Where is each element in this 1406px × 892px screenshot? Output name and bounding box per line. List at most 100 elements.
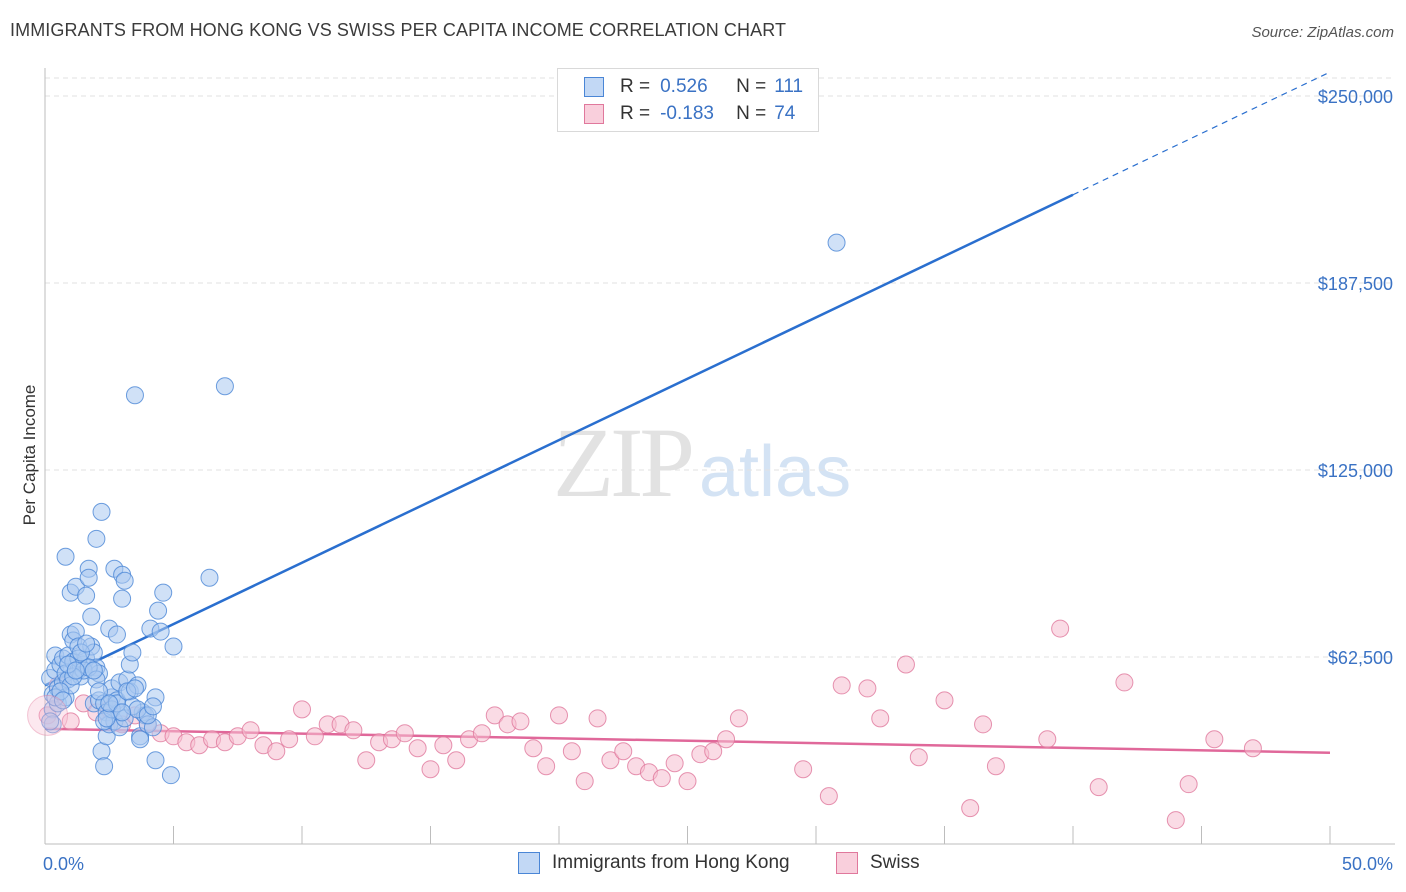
hong-kong-point (77, 634, 96, 653)
hong-kong-point (87, 529, 106, 548)
swiss-point (305, 727, 324, 746)
x-tick-label-max: 50.0% (1342, 854, 1393, 874)
legend-row-hong-kong: R = 0.526 N = 111 (584, 75, 803, 99)
swiss-point (909, 748, 928, 767)
swiss-point (1089, 778, 1108, 797)
blue-swatch-icon (518, 852, 540, 874)
swiss-point (871, 709, 890, 728)
swiss-point (678, 772, 697, 791)
hong-kong-point (100, 694, 119, 713)
legend-r-label: R = (620, 76, 651, 97)
swiss-point (819, 787, 838, 806)
legend-n-label: N = (736, 103, 767, 124)
hong-kong-point (113, 589, 132, 608)
hong-kong-point (827, 233, 846, 252)
swiss-point (1038, 730, 1057, 749)
hong-kong-point (84, 661, 103, 680)
swiss-point (588, 709, 607, 728)
swiss-point (511, 712, 530, 731)
pink-swatch-icon (836, 852, 858, 874)
swiss-point (986, 757, 1005, 776)
bottom-legend-label: Swiss (870, 852, 920, 873)
hong-kong-point (200, 568, 219, 587)
correlation-legend: R = 0.526 N = 111 R = -0.183 N = 74 (557, 68, 819, 132)
swiss-point (665, 754, 684, 773)
swiss-point (704, 742, 723, 761)
hong-kong-point (56, 547, 75, 566)
swiss-point (447, 751, 466, 770)
swiss-point (1115, 673, 1134, 692)
x-tick-label-min: 0.0% (43, 854, 84, 874)
swiss-point (896, 655, 915, 674)
swiss-point (575, 772, 594, 791)
hong-kong-point (97, 709, 116, 728)
hong-kong-point (107, 625, 126, 644)
legend-r-value: 0.526 (660, 76, 708, 97)
watermark-zip: ZIP (553, 407, 695, 518)
swiss-point (961, 799, 980, 818)
hong-kong-point (115, 571, 134, 590)
swiss-point (858, 679, 877, 698)
hong-kong-point (154, 583, 173, 602)
swiss-point (832, 676, 851, 695)
legend-row-swiss: R = -0.183 N = 74 (584, 102, 795, 126)
swiss-point (1205, 730, 1224, 749)
swiss-point (421, 760, 440, 779)
swiss-point (794, 760, 813, 779)
hong-kong-trend-line (44, 193, 1074, 687)
swiss-point (61, 712, 80, 731)
swiss-point (614, 742, 633, 761)
swiss-point (550, 706, 568, 725)
hong-kong-point (92, 742, 111, 761)
grid-lines (45, 77, 1395, 658)
hong-kong-point (41, 712, 60, 731)
swiss-point (280, 730, 299, 749)
hong-kong-point (215, 377, 234, 396)
pink-swatch-icon (584, 104, 604, 124)
bottom-legend-hong-kong: Immigrants from Hong Kong (518, 852, 790, 874)
bottom-legend-label: Immigrants from Hong Kong (552, 852, 790, 873)
hong-kong-point (164, 637, 183, 656)
hong-kong-point (66, 661, 85, 680)
swiss-point (652, 769, 671, 788)
swiss-point (537, 757, 556, 776)
hong-kong-point (113, 703, 132, 722)
swiss-point (472, 724, 491, 743)
y-tick-label: $187,500 (1318, 274, 1393, 294)
tick-labels: $62,500 $125,000 $187,500 $250,000 0.0% 50.0% (43, 87, 1393, 874)
hong-kong-point (82, 607, 101, 626)
watermark: ZIP atlas (553, 405, 851, 520)
legend-r-label: R = (620, 103, 651, 124)
data-points (27, 233, 1262, 830)
swiss-point (485, 706, 504, 725)
hong-kong-point (146, 751, 165, 770)
swiss-point (935, 691, 954, 710)
swiss-point (1051, 619, 1070, 638)
swiss-point (1243, 739, 1262, 758)
hong-kong-point (125, 386, 144, 405)
swiss-point (1179, 775, 1198, 794)
legend-n-value: 74 (774, 103, 796, 124)
swiss-point (267, 742, 286, 761)
swiss-point (434, 736, 453, 755)
hong-kong-trend-extension (1072, 71, 1331, 196)
legend-r-value: -0.183 (660, 103, 714, 124)
blue-swatch-icon (584, 77, 604, 97)
swiss-point (562, 742, 581, 761)
hong-kong-point (143, 697, 162, 716)
hong-kong-point (77, 586, 96, 605)
swiss-point (408, 739, 427, 758)
y-tick-label: $250,000 (1318, 87, 1393, 107)
watermark-atlas: atlas (699, 432, 852, 512)
legend-n-label: N = (736, 76, 767, 97)
swiss-point (344, 721, 363, 740)
trend-lines (44, 71, 1331, 754)
y-tick-label: $62,500 (1328, 648, 1393, 668)
bottom-legend-swiss: Swiss (836, 852, 920, 874)
hong-kong-point (151, 622, 170, 641)
swiss-point (241, 721, 260, 740)
hong-kong-point (125, 679, 144, 698)
hong-kong-point (95, 757, 114, 776)
hong-kong-point (79, 568, 98, 587)
